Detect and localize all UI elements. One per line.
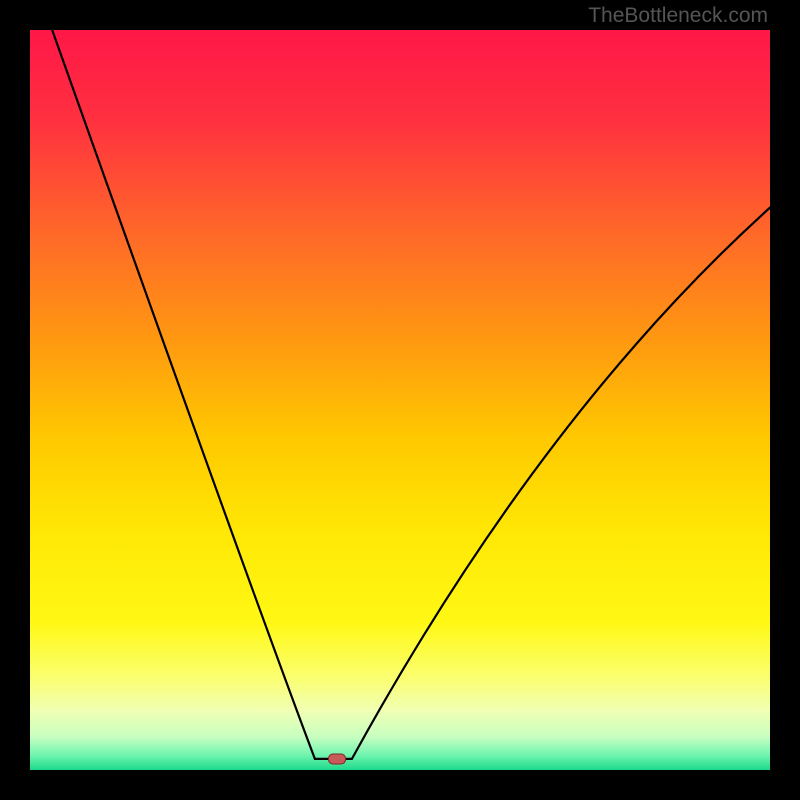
plot-area xyxy=(30,30,770,770)
gradient-background xyxy=(30,30,770,770)
chart-container: TheBottleneck.com xyxy=(0,0,800,800)
watermark-text: TheBottleneck.com xyxy=(588,4,768,28)
minimum-marker xyxy=(328,753,346,764)
